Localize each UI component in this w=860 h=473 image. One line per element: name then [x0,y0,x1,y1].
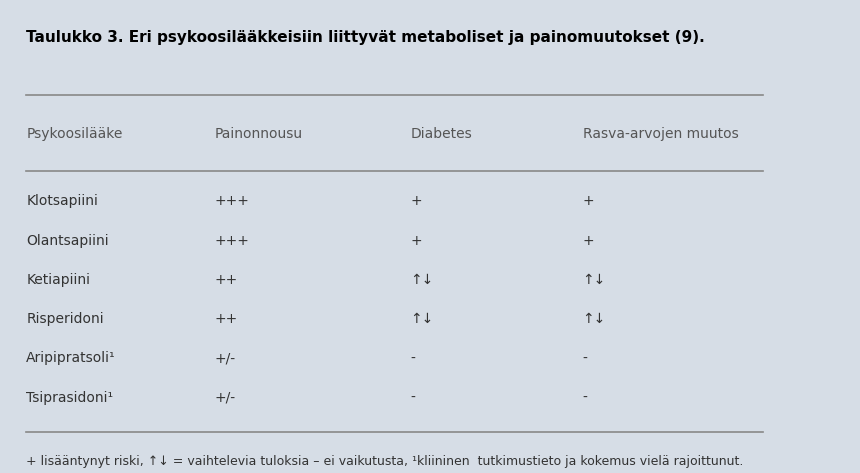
Text: +: + [410,234,422,248]
Text: -: - [582,391,587,404]
Text: -: - [582,351,587,365]
Text: Risperidoni: Risperidoni [27,312,104,326]
Text: ↑↓: ↑↓ [410,273,433,287]
Text: +: + [582,194,594,209]
Text: Tsiprasidoni¹: Tsiprasidoni¹ [27,391,114,404]
Text: +++: +++ [214,194,249,209]
Text: Ketiapiini: Ketiapiini [27,273,90,287]
Text: Psykoosilääke: Psykoosilääke [27,127,123,141]
Text: +/-: +/- [214,351,236,365]
Text: +: + [410,194,422,209]
Text: ++: ++ [214,273,237,287]
Text: Taulukko 3. Eri psykoosilääkkeisiin liittyvät metaboliset ja painomuutokset (9).: Taulukko 3. Eri psykoosilääkkeisiin liit… [27,30,705,45]
Text: ↑↓: ↑↓ [410,312,433,326]
Text: Olantsapiini: Olantsapiini [27,234,109,248]
Text: Diabetes: Diabetes [410,127,472,141]
Text: -: - [410,351,415,365]
Text: -: - [410,391,415,404]
Text: ++: ++ [214,312,237,326]
Text: ↑↓: ↑↓ [582,312,606,326]
Text: +++: +++ [214,234,249,248]
Text: +/-: +/- [214,391,236,404]
Text: Aripipratsoli¹: Aripipratsoli¹ [27,351,116,365]
Text: + lisääntynyt riski, ↑↓ = vaihtelevia tuloksia – ei vaikutusta, ¹kliininen  tutk: + lisääntynyt riski, ↑↓ = vaihtelevia tu… [27,455,744,468]
Text: Painonnousu: Painonnousu [214,127,303,141]
Text: Klotsapiini: Klotsapiini [27,194,98,209]
Text: +: + [582,234,594,248]
Text: ↑↓: ↑↓ [582,273,606,287]
Text: Rasva-arvojen muutos: Rasva-arvojen muutos [582,127,739,141]
